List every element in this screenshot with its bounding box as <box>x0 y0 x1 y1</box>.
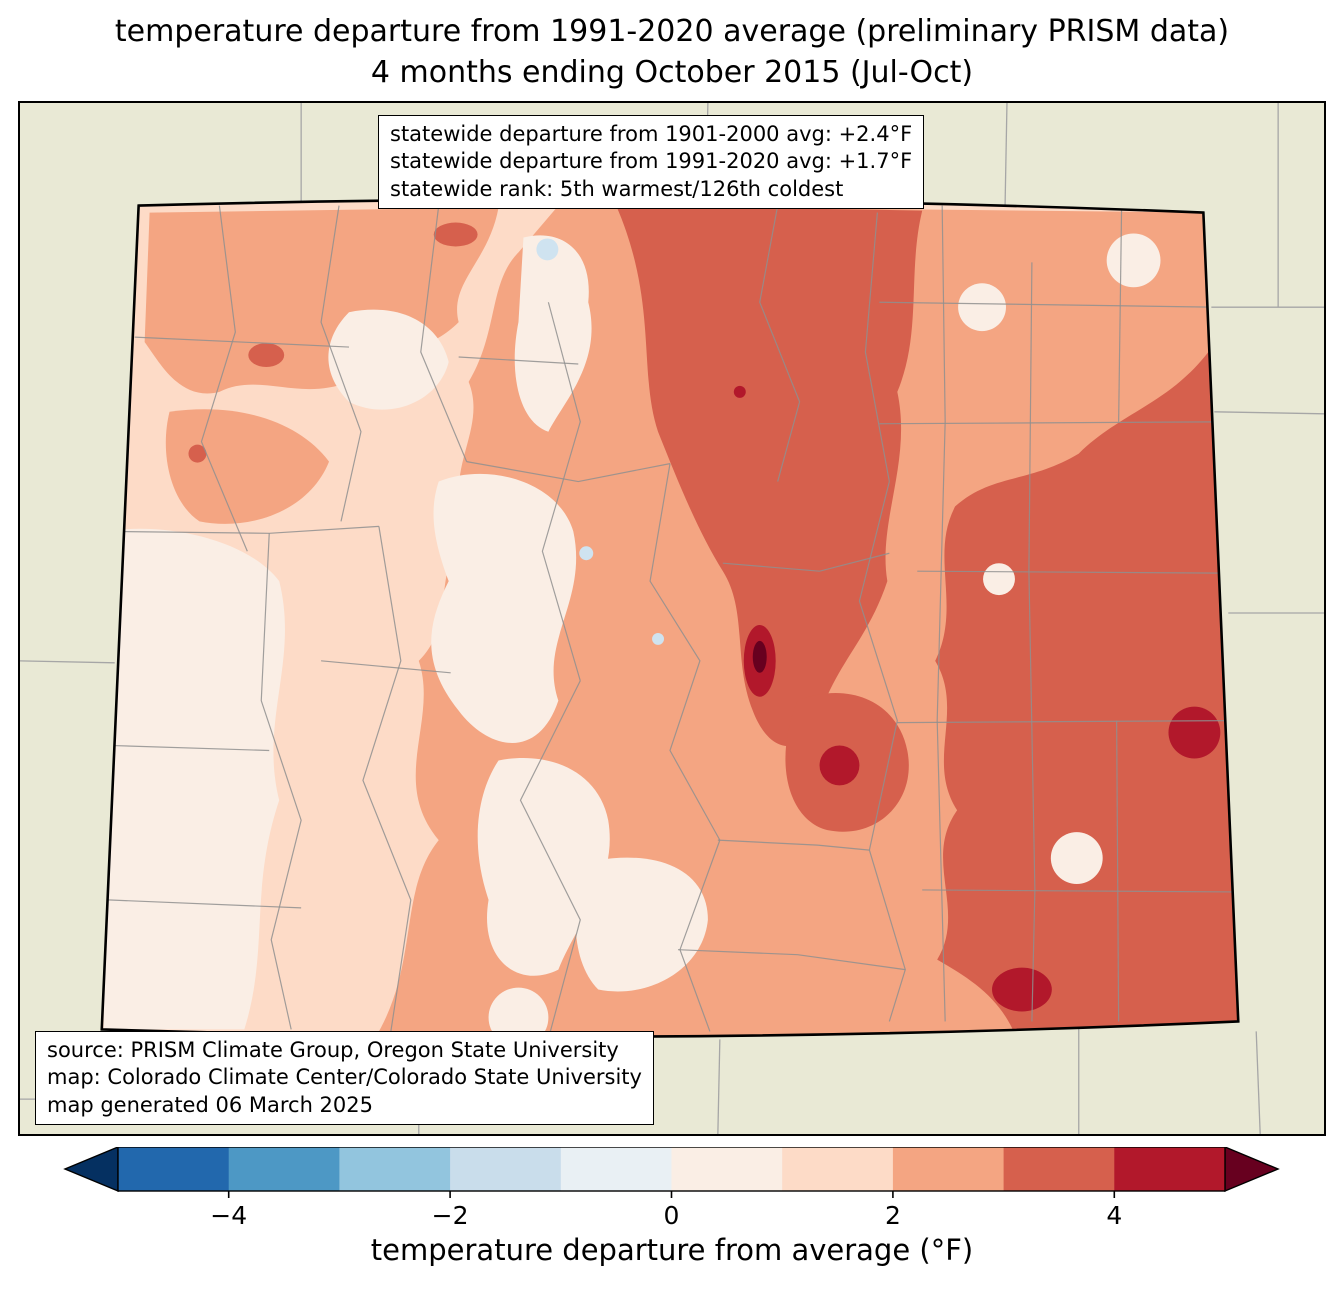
colorbar-segment <box>560 1147 673 1191</box>
colorbar: −4 −2 0 2 4 temperature departure from avera… <box>18 1147 1326 1267</box>
stats-line-2: statewide departure from 1991-2020 avg: … <box>390 149 913 174</box>
chart-title-line2: 4 months ending October 2015 (Jul-Oct) <box>370 54 974 90</box>
colorbar-tick-label: −2 <box>432 1201 469 1230</box>
map-frame: statewide departure from 1901-2000 avg: … <box>18 101 1326 1136</box>
colorbar-segment <box>228 1147 340 1191</box>
colorbar-segment <box>1003 1147 1115 1191</box>
colorbar-axis-label: temperature departure from average (°F) <box>370 1233 974 1267</box>
anomaly-regions <box>101 199 1239 1037</box>
colorbar-right-arrow <box>1224 1147 1280 1193</box>
colorbar-segment <box>671 1147 783 1191</box>
colorbar-svg: −4 −2 0 2 4 <box>63 1147 1280 1230</box>
stats-line-1: statewide departure from 1901-2000 avg: … <box>390 122 913 146</box>
figure: temperature departure from 1991-2020 ave… <box>0 12 1344 1267</box>
stats-box: statewide departure from 1901-2000 avg: … <box>378 115 925 209</box>
source-box: source: PRISM Climate Group, Oregon Stat… <box>35 1031 654 1125</box>
chart-title: temperature departure from 1991-2020 ave… <box>0 12 1344 93</box>
county-borders <box>105 205 1237 1032</box>
colorbar-tick-label: 0 <box>664 1201 680 1230</box>
source-line-3: map generated 06 March 2025 <box>47 1092 374 1117</box>
source-line-2: map: Colorado Climate Center/Colorado St… <box>47 1065 642 1090</box>
neighbor-state-borders <box>20 103 1324 1134</box>
colorbar-left-arrow <box>63 1147 119 1193</box>
colorbar-segment <box>450 1147 562 1191</box>
colorado-anomaly-map <box>20 103 1324 1134</box>
colorbar-segment <box>339 1147 451 1191</box>
stats-line-3: statewide rank: 5th warmest/126th coldes… <box>390 176 844 201</box>
source-line-1: source: PRISM Climate Group, Oregon Stat… <box>47 1038 619 1063</box>
colorbar-segment <box>1114 1147 1226 1191</box>
chart-title-line1: temperature departure from 1991-2020 ave… <box>114 14 1230 49</box>
colorbar-tick-label: 2 <box>885 1201 901 1230</box>
colorbar-tick-label: −4 <box>210 1201 247 1230</box>
colorbar-segment <box>892 1147 1005 1191</box>
colorbar-segment <box>782 1147 894 1191</box>
colorbar-tick-label: 4 <box>1106 1201 1122 1230</box>
colorbar-segment <box>118 1147 230 1191</box>
